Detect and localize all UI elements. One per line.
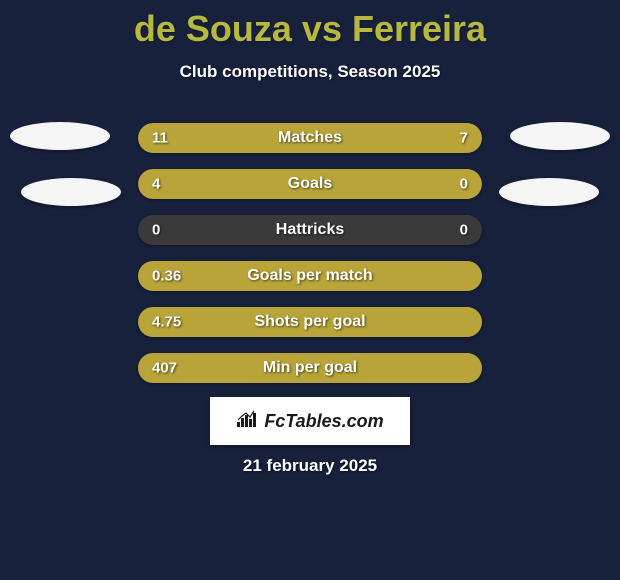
branding-text: FcTables.com xyxy=(264,411,383,432)
stat-label: Hattricks xyxy=(276,221,344,239)
stat-value-left: 4 xyxy=(152,176,160,193)
stat-label: Matches xyxy=(278,129,342,147)
stat-fill-right xyxy=(403,169,482,199)
stat-value-right: 0 xyxy=(460,222,468,239)
stat-label: Min per goal xyxy=(263,359,357,377)
stat-value-right: 0 xyxy=(460,176,468,193)
stat-value-left: 0.36 xyxy=(152,268,181,285)
comparison-subtitle: Club competitions, Season 2025 xyxy=(0,62,620,82)
player-right-avatar-2 xyxy=(499,178,599,206)
player-left-avatar-2 xyxy=(21,178,121,206)
branding-badge: FcTables.com xyxy=(210,397,410,445)
player-right-avatar-1 xyxy=(510,122,610,150)
stat-value-left: 0 xyxy=(152,222,160,239)
stat-row: 0 Hattricks 0 xyxy=(138,215,482,245)
stat-row: 11 Matches 7 xyxy=(138,123,482,153)
stat-label: Goals per match xyxy=(247,267,372,285)
player-left-avatar-1 xyxy=(10,122,110,150)
stat-value-left: 11 xyxy=(152,130,168,147)
stat-value-right: 7 xyxy=(460,130,468,147)
chart-icon xyxy=(236,410,258,433)
comparison-title: de Souza vs Ferreira xyxy=(0,0,620,50)
stat-fill-left xyxy=(138,169,403,199)
stat-label: Goals xyxy=(288,175,332,193)
stat-value-left: 4.75 xyxy=(152,314,181,331)
stat-value-left: 407 xyxy=(152,360,177,377)
comparison-date: 21 february 2025 xyxy=(243,456,377,476)
stat-row: 407 Min per goal xyxy=(138,353,482,383)
stat-row: 4.75 Shots per goal xyxy=(138,307,482,337)
stats-container: 11 Matches 7 4 Goals 0 0 Hattricks 0 0.36 Goals pe… xyxy=(138,123,482,399)
stat-row: 4 Goals 0 xyxy=(138,169,482,199)
stat-row: 0.36 Goals per match xyxy=(138,261,482,291)
stat-label: Shots per goal xyxy=(254,313,365,331)
